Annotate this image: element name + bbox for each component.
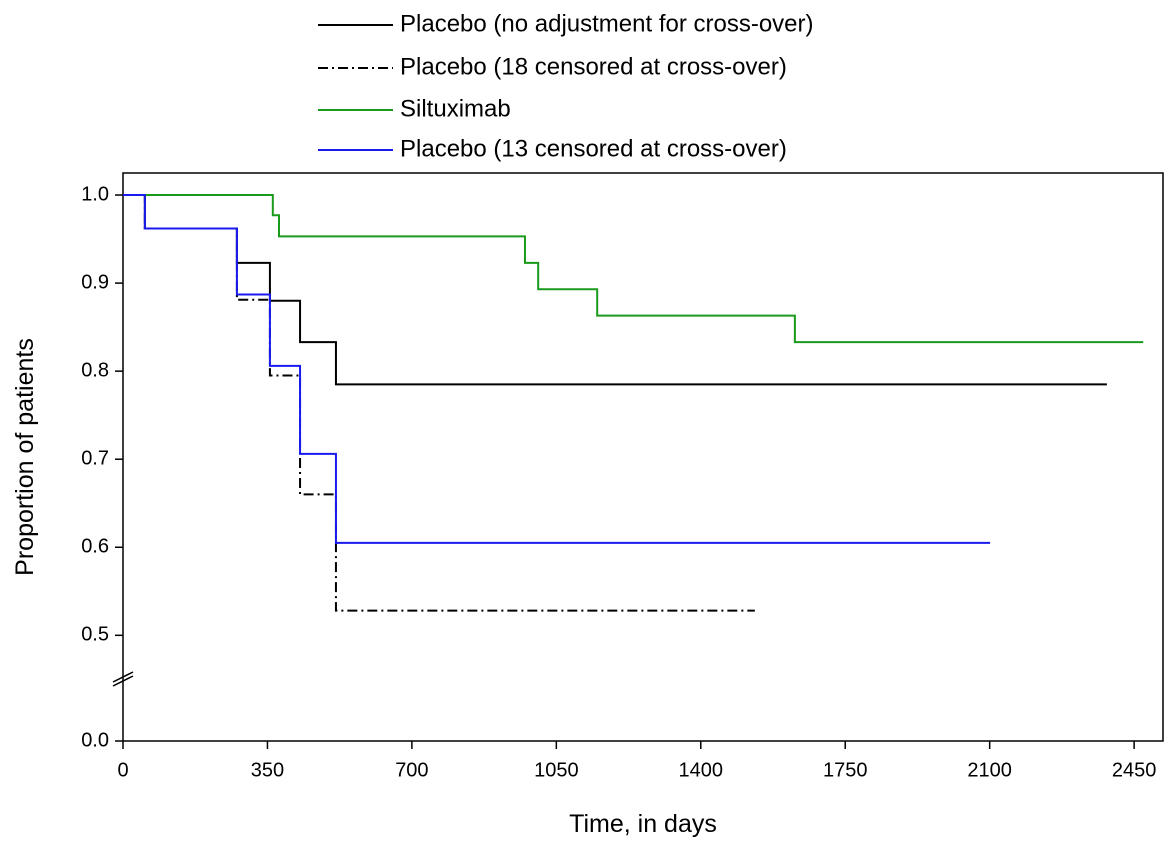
y-tick-label: 0.5 <box>81 624 109 646</box>
x-tick-label: 350 <box>251 759 284 781</box>
y-tick-label: 0.8 <box>81 359 109 381</box>
legend-label: Placebo (18 censored at cross-over) <box>400 53 787 80</box>
break-mark <box>112 675 134 687</box>
y-tick-label: 0.6 <box>81 536 109 558</box>
x-tick-label: 1400 <box>679 759 724 781</box>
x-tick-label: 0 <box>117 759 128 781</box>
survival-line <box>123 194 755 612</box>
x-tick-label: 1050 <box>534 759 579 781</box>
survival-line <box>123 194 1144 344</box>
y-tick-label: 0.0 <box>81 729 109 751</box>
legend-label: Siltuximab <box>400 95 511 122</box>
x-tick-label: 2450 <box>1112 759 1157 781</box>
y-axis-title: Proportion of patients <box>11 338 39 576</box>
x-tick-label: 700 <box>395 759 428 781</box>
axis-break <box>112 671 134 687</box>
plot-frame <box>122 172 1164 742</box>
x-axis-title: Time, in days <box>569 810 717 838</box>
break-mark <box>112 671 134 683</box>
y-tick-label: 0.9 <box>81 271 109 293</box>
x-tick-label: 2100 <box>967 759 1012 781</box>
x-tick-label: 1750 <box>823 759 868 781</box>
y-tick-label: 1.0 <box>81 183 109 205</box>
survival-line <box>123 194 991 544</box>
legend-label: Placebo (no adjustment for cross-over) <box>400 10 814 37</box>
legend-label: Placebo (13 censored at cross-over) <box>400 135 787 162</box>
y-tick-label: 0.7 <box>81 447 109 469</box>
